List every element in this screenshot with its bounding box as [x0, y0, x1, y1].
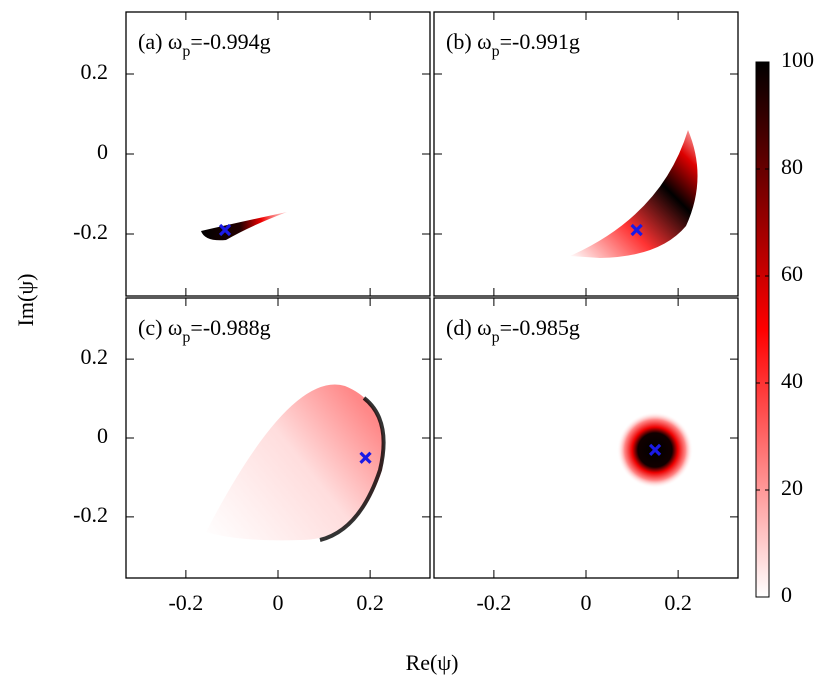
x-tick-label: -0.2	[168, 590, 203, 615]
title-main: (d) ω	[446, 315, 492, 340]
title-main: (c) ω	[138, 315, 182, 340]
y-tick-label: -0.2	[73, 219, 108, 244]
marker	[359, 451, 372, 464]
panel-frame	[125, 11, 431, 297]
colorbar	[755, 61, 770, 598]
colorbar-tick-label: 20	[781, 475, 803, 500]
title-main: (a) ω	[138, 29, 182, 54]
title-rest: =-0.985g	[500, 315, 580, 340]
colorbar-tick-label: 100	[781, 47, 814, 72]
density-b	[570, 130, 698, 258]
title-rest: =-0.991g	[500, 29, 580, 54]
y-tick-label: 0.2	[81, 59, 109, 84]
title-sub: p	[492, 43, 500, 60]
title-main: (b) ω	[446, 29, 492, 54]
x-tick-label: 0	[273, 590, 284, 615]
title-sub: p	[182, 329, 190, 346]
panel-title: (c) ωp=-0.988g	[138, 315, 271, 346]
colorbar-tick-label: 60	[781, 261, 803, 286]
colorbar-tick-label: 40	[781, 368, 803, 393]
x-tick-label: -0.2	[476, 590, 511, 615]
title-sub: p	[182, 43, 190, 60]
panel-title: (b) ωp=-0.991g	[446, 29, 580, 60]
x-axis-label: Re(ψ)	[406, 650, 459, 675]
y-tick-label: 0	[97, 423, 108, 448]
x-tick-label: 0.2	[356, 590, 384, 615]
panel-title: (a) ωp=-0.994g	[138, 29, 271, 60]
title-rest: =-0.988g	[190, 315, 270, 340]
y-tick-label: -0.2	[73, 502, 108, 527]
title-rest: =-0.994g	[190, 29, 270, 54]
density-c	[206, 384, 384, 541]
y-tick-label: 0.2	[81, 344, 109, 369]
y-tick-label: 0	[97, 139, 108, 164]
colorbar-tick-label: 0	[781, 582, 792, 607]
panel-title: (d) ωp=-0.985g	[446, 315, 580, 346]
marker	[218, 223, 232, 237]
marker	[630, 223, 643, 237]
marker	[648, 443, 662, 456]
y-axis-label: Im(ψ)	[13, 274, 38, 327]
title-sub: p	[492, 329, 500, 346]
x-tick-label: 0.2	[664, 590, 692, 615]
x-tick-label: 0	[581, 590, 592, 615]
density-c-edge	[319, 396, 386, 542]
density-a	[201, 212, 287, 241]
colorbar-tick-label: 80	[781, 154, 803, 179]
